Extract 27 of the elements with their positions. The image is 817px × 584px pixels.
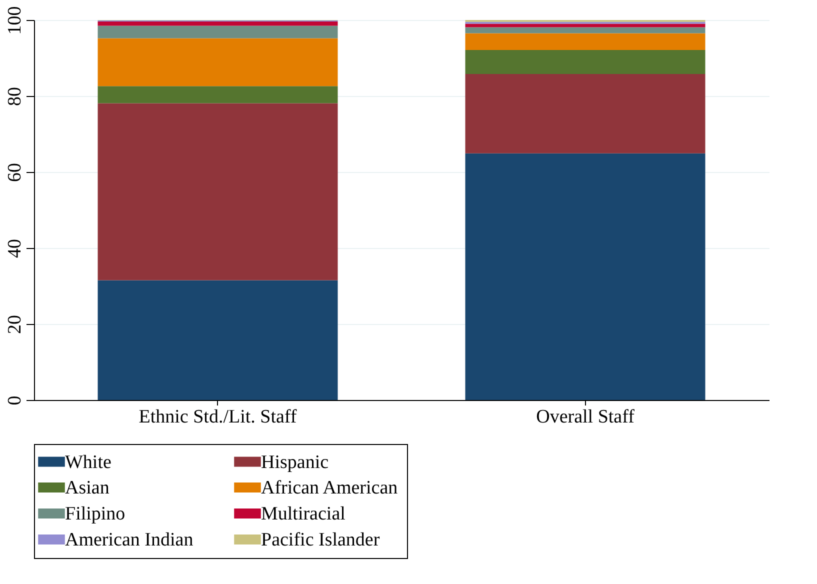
bar [465, 27, 706, 34]
legend-label: White [65, 452, 112, 473]
legend-label: Pacific Islander [261, 530, 380, 550]
legend-label: African American [261, 478, 398, 498]
bar [465, 74, 706, 154]
legend-label: American Indian [65, 530, 194, 550]
bar [465, 153, 706, 400]
bar [98, 280, 338, 400]
y-tick-label: 20 [4, 315, 26, 334]
x-tick-label: Overall Staff [536, 406, 636, 428]
bar [98, 86, 338, 104]
y-tick-label: 100 [4, 6, 26, 35]
x-tick-label: Ethnic Std./Lit. Staff [138, 406, 298, 428]
y-tick-label: 80 [4, 87, 26, 106]
y-tick-label: 40 [4, 239, 26, 258]
bar [98, 38, 338, 86]
legend-label: Filipino [65, 504, 126, 524]
bar [465, 50, 706, 74]
bar [98, 26, 338, 38]
y-tick-label: 60 [4, 163, 26, 182]
legend-label: Multiracial [261, 504, 346, 524]
bar [98, 103, 338, 280]
bar [98, 22, 338, 26]
legend-label: Hispanic [261, 452, 329, 473]
legend-label: Asian [65, 478, 110, 498]
bar [465, 33, 706, 50]
y-tick-label: 0 [4, 396, 26, 406]
